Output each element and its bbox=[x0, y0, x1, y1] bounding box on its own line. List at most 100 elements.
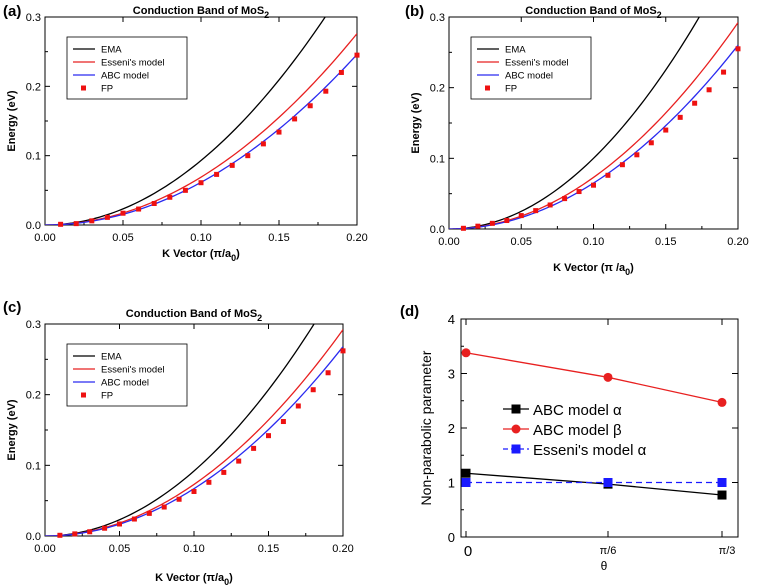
series-fp-point bbox=[57, 532, 63, 538]
series-fp-point bbox=[245, 153, 251, 159]
y-tick-label: 0.2 bbox=[26, 390, 41, 402]
legend-label: Esseni's model bbox=[101, 365, 165, 376]
series-fp-point bbox=[58, 221, 64, 227]
series-fp-point bbox=[721, 69, 727, 75]
x-tick-label: 0.00 bbox=[34, 232, 55, 244]
series-fp-point bbox=[182, 187, 188, 193]
legend-box bbox=[66, 343, 188, 407]
y-tick-label: 0.2 bbox=[26, 81, 41, 93]
x-tick-label: 0.05 bbox=[511, 236, 532, 248]
panel-tag: (a) bbox=[3, 3, 21, 20]
y-tick-label: 0.1 bbox=[430, 153, 445, 165]
panel-d: (d) 0 1 2 3 4 0 π/6 π/3 θ Non-parabolic parameter A… bbox=[400, 303, 739, 573]
series-fp-point bbox=[634, 152, 640, 158]
x-tick-label: 0.10 bbox=[190, 232, 211, 244]
y-tick-label: 0 bbox=[448, 530, 455, 545]
x-axis-label-sub: 0 bbox=[231, 253, 236, 263]
legend-marker bbox=[81, 392, 86, 398]
panel-a: (a) 0.00 0.05 0.10 0.15 0.20 0.0 0.1 0.2 0.3 Condu… bbox=[3, 3, 368, 263]
panel-tag: (d) bbox=[400, 303, 419, 320]
series-fp-point bbox=[104, 214, 110, 220]
series-fp-point bbox=[576, 189, 582, 195]
x-axis-label: K Vector (π /a0) bbox=[553, 262, 634, 277]
y-tick-label: 1 bbox=[448, 476, 455, 491]
y-tick-label: 0.0 bbox=[26, 220, 41, 232]
series-abc-model-line bbox=[45, 346, 343, 536]
legend-label: EMA bbox=[101, 352, 122, 363]
x-tick-label: π/6 bbox=[600, 545, 617, 557]
x-tick-label: 0.20 bbox=[346, 232, 367, 244]
series-fp-point bbox=[276, 129, 282, 135]
series-fp-point bbox=[161, 504, 167, 510]
legend-marker bbox=[511, 444, 521, 454]
series-fp-point bbox=[591, 182, 596, 188]
series-ema-line bbox=[449, 17, 701, 229]
x-tick-label: 0.20 bbox=[727, 236, 748, 248]
x-tick-label: 0.10 bbox=[183, 543, 204, 555]
series-fp-point bbox=[89, 218, 95, 224]
series-abc-model--line bbox=[465, 352, 723, 404]
x-tick-label: 0 bbox=[464, 543, 472, 560]
series-fp-point bbox=[87, 529, 93, 535]
legend-marker bbox=[485, 85, 490, 91]
series-fp-point bbox=[131, 516, 137, 522]
series-fp-point bbox=[310, 387, 316, 393]
legend-label: ABC model bbox=[505, 71, 553, 82]
series-fp-point bbox=[325, 370, 331, 376]
y-tick-label: 0.1 bbox=[26, 460, 41, 472]
legend-label: ABC model bbox=[101, 378, 149, 389]
series-fp-point bbox=[295, 403, 301, 409]
series-fp-point bbox=[72, 531, 78, 537]
legend-label: FP bbox=[101, 391, 113, 402]
legend-label: EMA bbox=[101, 45, 122, 56]
series-fp-point bbox=[562, 196, 568, 202]
legend-box bbox=[470, 36, 592, 100]
x-tick-label: 0.10 bbox=[583, 236, 604, 248]
series-fp-point bbox=[102, 525, 108, 531]
x-tick-label: 0.05 bbox=[109, 543, 130, 555]
series-ema-line bbox=[45, 17, 326, 225]
y-tick-label: 0.0 bbox=[26, 531, 41, 543]
series-fp-point bbox=[136, 206, 142, 212]
x-tick-label: 0.05 bbox=[112, 232, 133, 244]
x-axis-label-sub: 0 bbox=[625, 267, 630, 277]
series-fp-point bbox=[176, 496, 182, 502]
legend-label: FP bbox=[505, 84, 517, 95]
panel-tag: (c) bbox=[3, 299, 21, 316]
panel-b: (b) 0.00 0.05 0.10 0.15 0.20 0.0 0.1 0.2 0.3 Condu… bbox=[405, 3, 749, 277]
chart-title-sub: 2 bbox=[264, 10, 269, 20]
series-fp-point bbox=[251, 445, 257, 451]
y-axis-label: Energy (eV) bbox=[6, 399, 18, 460]
series-abc-model--point bbox=[461, 468, 471, 478]
legend-box bbox=[66, 36, 188, 100]
legend-label: Esseni's model bbox=[505, 58, 569, 69]
y-tick-label: 0.3 bbox=[430, 12, 445, 24]
series-ema-line bbox=[45, 324, 315, 536]
x-axis-label-end: ) bbox=[236, 248, 240, 260]
legend-label: ABC model β bbox=[533, 422, 622, 439]
series-fp-point bbox=[475, 223, 481, 229]
y-tick-label: 2 bbox=[448, 421, 455, 436]
x-axis-label-sub: 0 bbox=[224, 577, 229, 587]
series-fp-point bbox=[460, 225, 466, 231]
y-tick-label: 4 bbox=[448, 312, 455, 327]
chart-title: Conduction Band of MoS2 bbox=[133, 5, 269, 20]
x-axis-label: θ bbox=[601, 559, 608, 573]
x-axis-label-end: ) bbox=[630, 262, 634, 274]
legend-marker bbox=[511, 404, 521, 414]
series-fp-point bbox=[167, 194, 173, 200]
series-fp-point bbox=[260, 141, 266, 147]
series-fp-point bbox=[547, 202, 553, 208]
series-abc-model--point bbox=[717, 397, 727, 407]
series-fp-point bbox=[619, 162, 625, 168]
x-tick-label: 0.15 bbox=[655, 236, 676, 248]
y-tick-label: 0.2 bbox=[430, 83, 445, 95]
legend-label: FP bbox=[101, 84, 113, 95]
series-abc-model--point bbox=[461, 348, 471, 358]
series-esseni-s-model--point bbox=[603, 478, 613, 487]
series-fp-point bbox=[504, 218, 510, 224]
series-fp-point bbox=[229, 162, 235, 168]
series-abc-model--point bbox=[717, 490, 727, 500]
legend-label: ABC model bbox=[101, 71, 149, 82]
series-fp-point bbox=[338, 69, 344, 75]
